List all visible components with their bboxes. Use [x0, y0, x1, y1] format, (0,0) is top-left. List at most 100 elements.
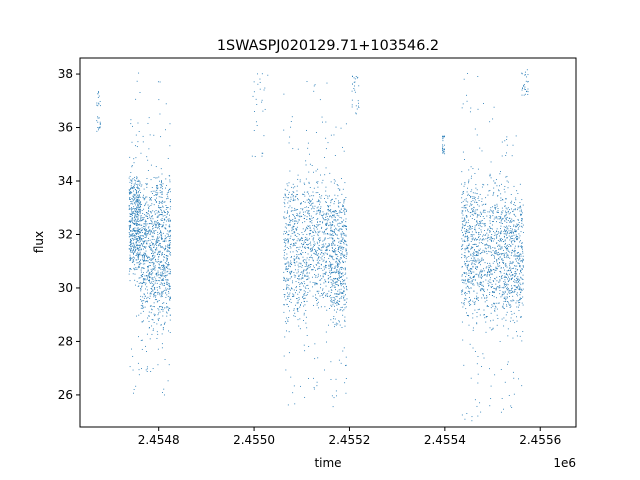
- data-point: [501, 277, 503, 279]
- data-point: [169, 230, 171, 232]
- data-point: [442, 144, 444, 146]
- data-point: [521, 94, 523, 96]
- data-point: [166, 194, 168, 195]
- data-point: [163, 201, 165, 203]
- data-point: [502, 223, 503, 224]
- data-point: [296, 193, 298, 195]
- data-point: [310, 200, 312, 202]
- data-point: [520, 253, 522, 255]
- data-point: [477, 309, 479, 311]
- data-point: [332, 296, 334, 298]
- data-point: [335, 257, 337, 259]
- data-point: [288, 230, 290, 232]
- data-point: [170, 252, 171, 254]
- data-point: [136, 216, 138, 218]
- data-point: [135, 254, 137, 256]
- data-point: [343, 232, 344, 234]
- data-point: [336, 214, 338, 216]
- data-point: [325, 214, 327, 216]
- data-point: [304, 304, 306, 306]
- data-point: [492, 291, 493, 292]
- data-point: [161, 295, 163, 297]
- data-point: [139, 236, 141, 238]
- data-point: [286, 303, 288, 305]
- data-point: [467, 235, 469, 237]
- data-point: [144, 234, 146, 236]
- data-point: [492, 212, 494, 214]
- data-point: [495, 266, 497, 268]
- data-point: [289, 272, 291, 274]
- data-point: [344, 319, 346, 321]
- data-point: [286, 227, 287, 229]
- data-point: [167, 309, 169, 311]
- data-point: [461, 171, 463, 173]
- data-point: [148, 226, 150, 228]
- data-point: [483, 288, 485, 290]
- data-point: [478, 242, 480, 244]
- data-point: [306, 273, 308, 275]
- data-point: [478, 286, 480, 288]
- data-point: [500, 231, 502, 233]
- data-point: [160, 296, 162, 298]
- data-point: [156, 224, 157, 226]
- data-point: [291, 232, 293, 234]
- data-point: [130, 268, 132, 269]
- data-point: [317, 301, 319, 303]
- data-point: [137, 240, 139, 242]
- data-point: [461, 217, 463, 219]
- data-point: [330, 272, 332, 274]
- data-point: [483, 291, 485, 292]
- data-point: [315, 232, 317, 234]
- data-point: [253, 91, 255, 93]
- data-point: [516, 331, 518, 333]
- data-point: [153, 263, 155, 265]
- data-point: [318, 256, 320, 258]
- data-point: [289, 310, 290, 312]
- data-point: [520, 316, 521, 318]
- data-point: [502, 263, 504, 264]
- data-point: [517, 287, 518, 289]
- data-point: [464, 280, 466, 282]
- data-point: [297, 257, 299, 259]
- data-point: [493, 260, 495, 262]
- data-point: [137, 217, 139, 219]
- data-point: [500, 272, 502, 274]
- data-point: [169, 272, 171, 274]
- data-point: [166, 233, 168, 235]
- data-point: [521, 248, 523, 250]
- data-point: [509, 270, 511, 272]
- data-point: [503, 272, 505, 274]
- data-point: [133, 162, 135, 164]
- data-point: [337, 255, 339, 257]
- data-point: [317, 210, 319, 212]
- data-point: [143, 225, 145, 227]
- data-point: [466, 256, 468, 258]
- data-point: [338, 215, 340, 217]
- data-point: [166, 315, 168, 317]
- data-point: [469, 343, 471, 345]
- data-point: [506, 245, 507, 247]
- data-point: [134, 235, 136, 237]
- data-point: [341, 228, 343, 230]
- data-point: [477, 284, 479, 286]
- data-point: [499, 271, 501, 272]
- data-point: [152, 227, 154, 229]
- data-point: [141, 258, 143, 260]
- data-point: [477, 108, 479, 110]
- data-point: [316, 381, 318, 383]
- data-point: [294, 207, 296, 209]
- data-point: [505, 198, 507, 200]
- data-point: [344, 283, 346, 285]
- data-point: [462, 244, 464, 246]
- data-point: [154, 252, 156, 254]
- data-point: [495, 267, 497, 269]
- data-point: [297, 215, 299, 217]
- data-point: [471, 238, 473, 240]
- data-point: [288, 142, 290, 144]
- data-point: [323, 282, 325, 284]
- data-point: [465, 231, 467, 233]
- data-point: [336, 213, 338, 214]
- data-point: [478, 237, 479, 239]
- data-point: [472, 300, 474, 302]
- data-point: [169, 201, 171, 203]
